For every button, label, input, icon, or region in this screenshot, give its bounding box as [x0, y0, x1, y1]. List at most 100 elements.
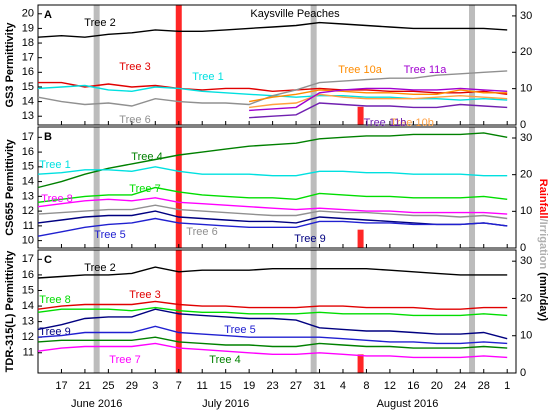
- series-line: [37, 217, 508, 237]
- series-line: [38, 81, 508, 95]
- x-tick-label: 4: [340, 380, 346, 392]
- y-axis-label: GS3 Permittivity: [4, 22, 16, 108]
- irrigation-bar: [469, 5, 476, 125]
- rainfall-bar: [175, 250, 182, 373]
- y-tick-label: 16: [22, 66, 34, 78]
- series-label: Tree 7: [129, 183, 160, 195]
- y2-tick-label: 30: [520, 255, 532, 267]
- series-line: [37, 204, 508, 220]
- series-label: Tree 5: [224, 324, 255, 336]
- y2-tick-label: 0: [520, 242, 526, 254]
- y2-axis-label-part: Rainfall: [537, 179, 549, 219]
- x-tick-label: 1: [504, 380, 510, 392]
- y-tick-label: 17: [22, 253, 34, 265]
- y-tick-label: 20: [22, 8, 34, 20]
- panel-label: B: [44, 131, 52, 143]
- y-tick-label: 19: [22, 22, 34, 34]
- rainfall-bar: [357, 229, 364, 248]
- y2-tick-label: 0: [520, 367, 526, 379]
- y-tick-label: 15: [22, 81, 34, 93]
- panel-frame: [37, 4, 517, 126]
- series-line: [37, 70, 508, 107]
- x-tick-label: 23: [266, 380, 278, 392]
- y-tick-label: 12: [22, 205, 34, 217]
- series-line: [37, 336, 508, 349]
- y-tick-label: 17: [22, 52, 34, 64]
- y-tick-label: 18: [22, 37, 34, 49]
- irrigation-bar: [469, 127, 476, 248]
- x-tick-label: 12: [384, 380, 396, 392]
- irrigation-bar: [93, 250, 100, 373]
- series-label: Tree 10a: [338, 64, 383, 76]
- series-line: [37, 132, 508, 189]
- series-line: [37, 166, 508, 177]
- x-tick-label: 25: [102, 380, 114, 392]
- series-line: [37, 266, 508, 279]
- series-line: [37, 308, 508, 340]
- x-tick-label: 21: [79, 380, 91, 392]
- y-tick-label: 13: [22, 110, 34, 122]
- x-tick-label: 17: [55, 380, 67, 392]
- rainfall-bar: [357, 354, 364, 373]
- y2-tick-label: 0: [520, 119, 526, 131]
- x-tick-label: 28: [478, 380, 490, 392]
- y2-tick-label: 20: [520, 292, 532, 304]
- series-line: [37, 300, 508, 310]
- y-tick-label: 11: [23, 347, 34, 359]
- x-tick-label: 24: [454, 380, 466, 392]
- y2-tick-label: 10: [520, 330, 532, 342]
- series-label: Tree 4: [131, 151, 162, 163]
- series-label: Tree 11a: [404, 64, 448, 76]
- y-tick-label: 13: [22, 190, 34, 202]
- irrigation-bar: [310, 5, 317, 125]
- x-tick-label: 31: [313, 380, 325, 392]
- series-line: [249, 87, 508, 112]
- irrigation-bar: [310, 127, 317, 248]
- x-tick-label: 27: [290, 380, 302, 392]
- series-label: Tree 6: [186, 226, 217, 238]
- panel-frame: [37, 249, 517, 374]
- series-line: [37, 197, 508, 215]
- x-tick-label: 29: [126, 380, 138, 392]
- series-label: Tree 7: [109, 354, 140, 366]
- y2-tick-label: 20: [520, 46, 532, 58]
- x-tick-label: 19: [243, 380, 255, 392]
- y-tick-label: 14: [22, 176, 34, 188]
- series-line: [37, 210, 508, 227]
- series-line: [249, 93, 508, 109]
- rainfall-bar: [357, 106, 364, 125]
- y2-tick-label: 10: [520, 205, 532, 217]
- series-label: Tree 2: [84, 17, 115, 29]
- series-label: Tree 2: [84, 262, 115, 274]
- y2-tick-label: 20: [520, 169, 532, 181]
- y2-axis-label-part: (mm/day): [537, 269, 549, 321]
- x-tick-label: 16: [407, 380, 419, 392]
- irrigation-bar: [93, 5, 100, 125]
- y2-tick-label: 10: [520, 83, 532, 95]
- series-line: [37, 342, 508, 359]
- series-label: Tree 11b: [364, 117, 407, 129]
- series-line: [37, 186, 508, 203]
- rainfall-bar: [175, 5, 182, 125]
- x-tick-label: 8: [363, 380, 369, 392]
- x-tick-label: 15: [220, 380, 232, 392]
- series-label: Tree 8: [39, 294, 70, 306]
- series-line: [249, 102, 508, 119]
- chart-title: Kaysville Peaches: [250, 8, 340, 20]
- y-tick-label: 10: [22, 235, 34, 247]
- series-label: Tree 4: [209, 354, 240, 366]
- y2-tick-label: 30: [520, 132, 532, 144]
- y-tick-label: 15: [22, 284, 34, 296]
- series-line: [37, 325, 508, 345]
- y-tick-label: 14: [22, 95, 34, 107]
- irrigation-bar: [469, 250, 476, 373]
- series-label: Tree 8: [41, 193, 72, 205]
- month-label: July 2016: [202, 398, 249, 410]
- panel-label: C: [44, 254, 52, 266]
- series-label: Tree 3: [119, 61, 150, 73]
- rainfall-bar: [175, 127, 182, 248]
- irrigation-bar: [93, 127, 100, 248]
- y2-axis-label: Rainfall/Irrigation (mm/day): [537, 179, 549, 322]
- y-tick-label: 16: [22, 269, 34, 281]
